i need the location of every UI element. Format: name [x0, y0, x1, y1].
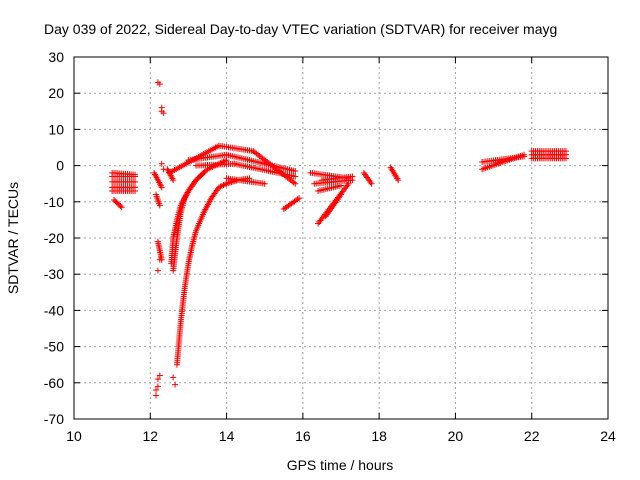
data-point-marker — [292, 180, 299, 187]
y-tick-label: -40 — [44, 302, 64, 318]
y-axis-label: SDTVAR / TECUs — [5, 182, 21, 294]
x-tick-label: 22 — [524, 428, 540, 444]
data-point-marker — [153, 387, 160, 394]
data-point-marker — [160, 166, 167, 173]
data-point-marker — [154, 267, 161, 274]
axis-ticks: 10 12 14 16 18 20 22 24 -70 -60 -50 -40 -30 -20 -10 0 10… — [44, 49, 616, 444]
data-point-marker — [156, 81, 163, 88]
data-point-marker — [170, 374, 177, 381]
data-point-marker — [563, 151, 570, 158]
data-point-marker — [349, 173, 356, 180]
x-tick-label: 16 — [295, 428, 311, 444]
data-point-marker — [160, 110, 167, 117]
data-point-marker — [132, 187, 139, 194]
data-point-marker — [292, 168, 299, 175]
x-tick-label: 18 — [371, 428, 387, 444]
data-point-marker — [296, 195, 303, 202]
y-tick-label: 0 — [56, 158, 64, 174]
data-point-marker — [292, 173, 299, 180]
data-point-marker — [199, 171, 206, 178]
data-point-marker — [223, 157, 230, 164]
data-point-marker — [158, 184, 165, 191]
data-point-marker — [246, 175, 253, 182]
y-tick-label: -20 — [44, 230, 64, 246]
x-tick-label: 24 — [600, 428, 616, 444]
data-point-marker — [118, 204, 125, 211]
data-point-marker — [521, 153, 528, 160]
data-point-marker — [117, 203, 124, 210]
data-point-marker — [345, 180, 352, 187]
data-point-marker — [170, 177, 177, 184]
x-tick-label: 14 — [219, 428, 235, 444]
y-tick-label: -60 — [44, 375, 64, 391]
data-point-marker — [200, 169, 207, 176]
y-tick-label: -10 — [44, 194, 64, 210]
chart-title: Day 039 of 2022, Sidereal Day-to-day VTE… — [44, 21, 557, 37]
data-point-marker — [156, 372, 163, 379]
x-tick-label: 10 — [66, 428, 82, 444]
y-tick-label: 10 — [48, 121, 64, 137]
data-point-marker — [154, 376, 161, 383]
data-point-marker — [132, 171, 139, 178]
y-tick-label: 20 — [48, 85, 64, 101]
x-tick-label: 12 — [142, 428, 158, 444]
x-axis-label: GPS time / hours — [287, 457, 394, 473]
grid-lines — [74, 57, 608, 419]
data-point-marker — [132, 178, 139, 185]
data-point-marker — [172, 381, 179, 388]
y-tick-label: 30 — [48, 49, 64, 65]
y-tick-label: -70 — [44, 411, 64, 427]
y-tick-label: -30 — [44, 266, 64, 282]
data-point-marker — [395, 177, 402, 184]
data-point-marker — [154, 383, 161, 390]
y-tick-label: -50 — [44, 339, 64, 355]
data-point-marker — [158, 160, 165, 167]
data-point-marker — [368, 180, 375, 187]
data-markers — [109, 79, 570, 399]
x-tick-label: 20 — [448, 428, 464, 444]
data-point-marker — [261, 180, 268, 187]
data-point-marker — [156, 202, 163, 209]
data-point-marker — [156, 256, 163, 263]
data-point-marker — [338, 191, 344, 198]
data-point-marker — [338, 182, 344, 189]
data-point-marker — [153, 392, 160, 399]
